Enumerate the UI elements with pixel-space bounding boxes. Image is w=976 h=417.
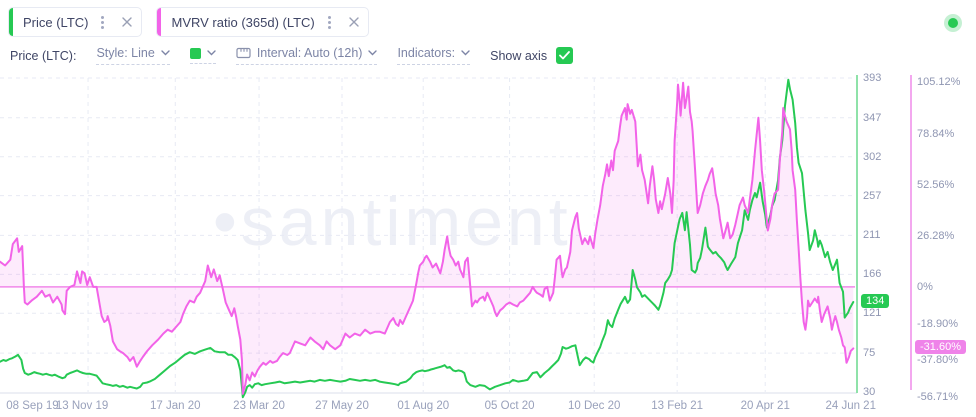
tab-accent-bar xyxy=(157,8,162,36)
kebab-menu-icon[interactable] xyxy=(92,8,113,36)
price-tick-label: 257 xyxy=(863,189,882,202)
tab-label: MVRV ratio (365d) (LTC) xyxy=(171,14,315,30)
mvrv-tick-label: 0% xyxy=(917,280,933,293)
price-last-badge: 134 xyxy=(861,294,890,309)
interval-dropdown-label: Interval: Auto (12h) xyxy=(256,46,363,60)
date-tick-label: 01 Aug 20 xyxy=(397,400,450,412)
chart-area: •santiment 393 347 302 257 211 166 121 75 30 105.… xyxy=(0,72,976,417)
mvrv-tick-label: 105.12% xyxy=(917,76,961,89)
date-tick-label: 05 Oct 20 xyxy=(484,400,535,412)
close-icon[interactable] xyxy=(113,8,141,36)
indicators-dropdown[interactable]: Indicators: xyxy=(397,46,471,65)
chevron-down-icon xyxy=(207,50,216,56)
price-tick-label: 211 xyxy=(863,229,881,242)
mvrv-tick-label: 26.28% xyxy=(917,229,955,242)
santiment-watermark: •santiment xyxy=(213,184,572,260)
series-color-dropdown[interactable] xyxy=(189,47,216,64)
date-tick-label: 20 Apr 21 xyxy=(740,400,790,412)
chevron-down-icon xyxy=(461,50,470,56)
chart-toolbar: Price (LTC): Style: Line Interval: Auto … xyxy=(10,46,574,65)
show-axis-label: Show axis xyxy=(490,48,548,63)
live-status-dot-core xyxy=(948,18,958,28)
interval-ruler-icon xyxy=(236,47,251,59)
tab-price-ltc[interactable]: Price (LTC) xyxy=(8,7,143,37)
date-tick-label: 10 Dec 20 xyxy=(568,400,621,412)
show-axis-toggle[interactable]: Show axis xyxy=(490,47,574,64)
mvrv-area xyxy=(0,82,854,394)
price-tick-label: 347 xyxy=(863,111,882,124)
mvrv-series-line xyxy=(0,81,855,395)
mvrv-tick-label: -37.80% xyxy=(917,354,958,367)
checkbox-checked-icon[interactable] xyxy=(556,47,574,64)
price-tick-label: 166 xyxy=(863,268,882,281)
mvrv-tick-label: 52.56% xyxy=(917,178,955,191)
plot-canvas[interactable] xyxy=(0,75,976,417)
series-color-swatch xyxy=(189,47,201,59)
live-status-dot-icon[interactable] xyxy=(944,14,962,32)
tab-label: Price (LTC) xyxy=(23,14,89,30)
style-dropdown[interactable]: Style: Line xyxy=(96,46,170,65)
mvrv-tick-label: -56.71% xyxy=(917,391,958,404)
price-tick-label: 121 xyxy=(863,307,882,320)
date-tick-label: 17 Jan 20 xyxy=(150,400,201,412)
date-tick-label: 23 Mar 20 xyxy=(233,400,285,412)
close-icon[interactable] xyxy=(340,8,368,36)
mvrv-last-badge: -31.60% xyxy=(915,340,966,355)
metric-tab-bar: Price (LTC) MVRV ratio (365d) (LTC) xyxy=(8,7,369,37)
active-metric-label: Price (LTC): xyxy=(10,48,77,63)
kebab-menu-icon[interactable] xyxy=(319,8,340,36)
tab-accent-bar xyxy=(9,8,13,36)
price-series-line xyxy=(0,78,855,399)
chevron-down-icon xyxy=(161,50,170,56)
price-tick-label: 302 xyxy=(863,150,882,163)
indicators-dropdown-label: Indicators: xyxy=(397,46,456,60)
style-dropdown-label: Style: Line xyxy=(96,46,155,60)
date-tick-label: 08 Sep 19 xyxy=(6,400,59,412)
tab-mvrv-ratio[interactable]: MVRV ratio (365d) (LTC) xyxy=(156,7,369,37)
price-tick-label: 75 xyxy=(863,347,876,360)
date-tick-label: 24 Jun 21 xyxy=(825,400,876,412)
mvrv-tick-label: -18.90% xyxy=(917,317,958,330)
price-tick-label: 393 xyxy=(863,72,882,84)
date-tick-label: 13 Nov 19 xyxy=(55,400,109,412)
chevron-down-icon xyxy=(368,50,378,56)
interval-dropdown[interactable]: Interval: Auto (12h) xyxy=(235,46,378,65)
price-tick-label: 30 xyxy=(863,386,876,398)
date-tick-label: 27 May 20 xyxy=(315,400,369,412)
mvrv-tick-label: 78.84% xyxy=(917,127,955,140)
date-tick-label: 13 Feb 21 xyxy=(651,400,704,412)
